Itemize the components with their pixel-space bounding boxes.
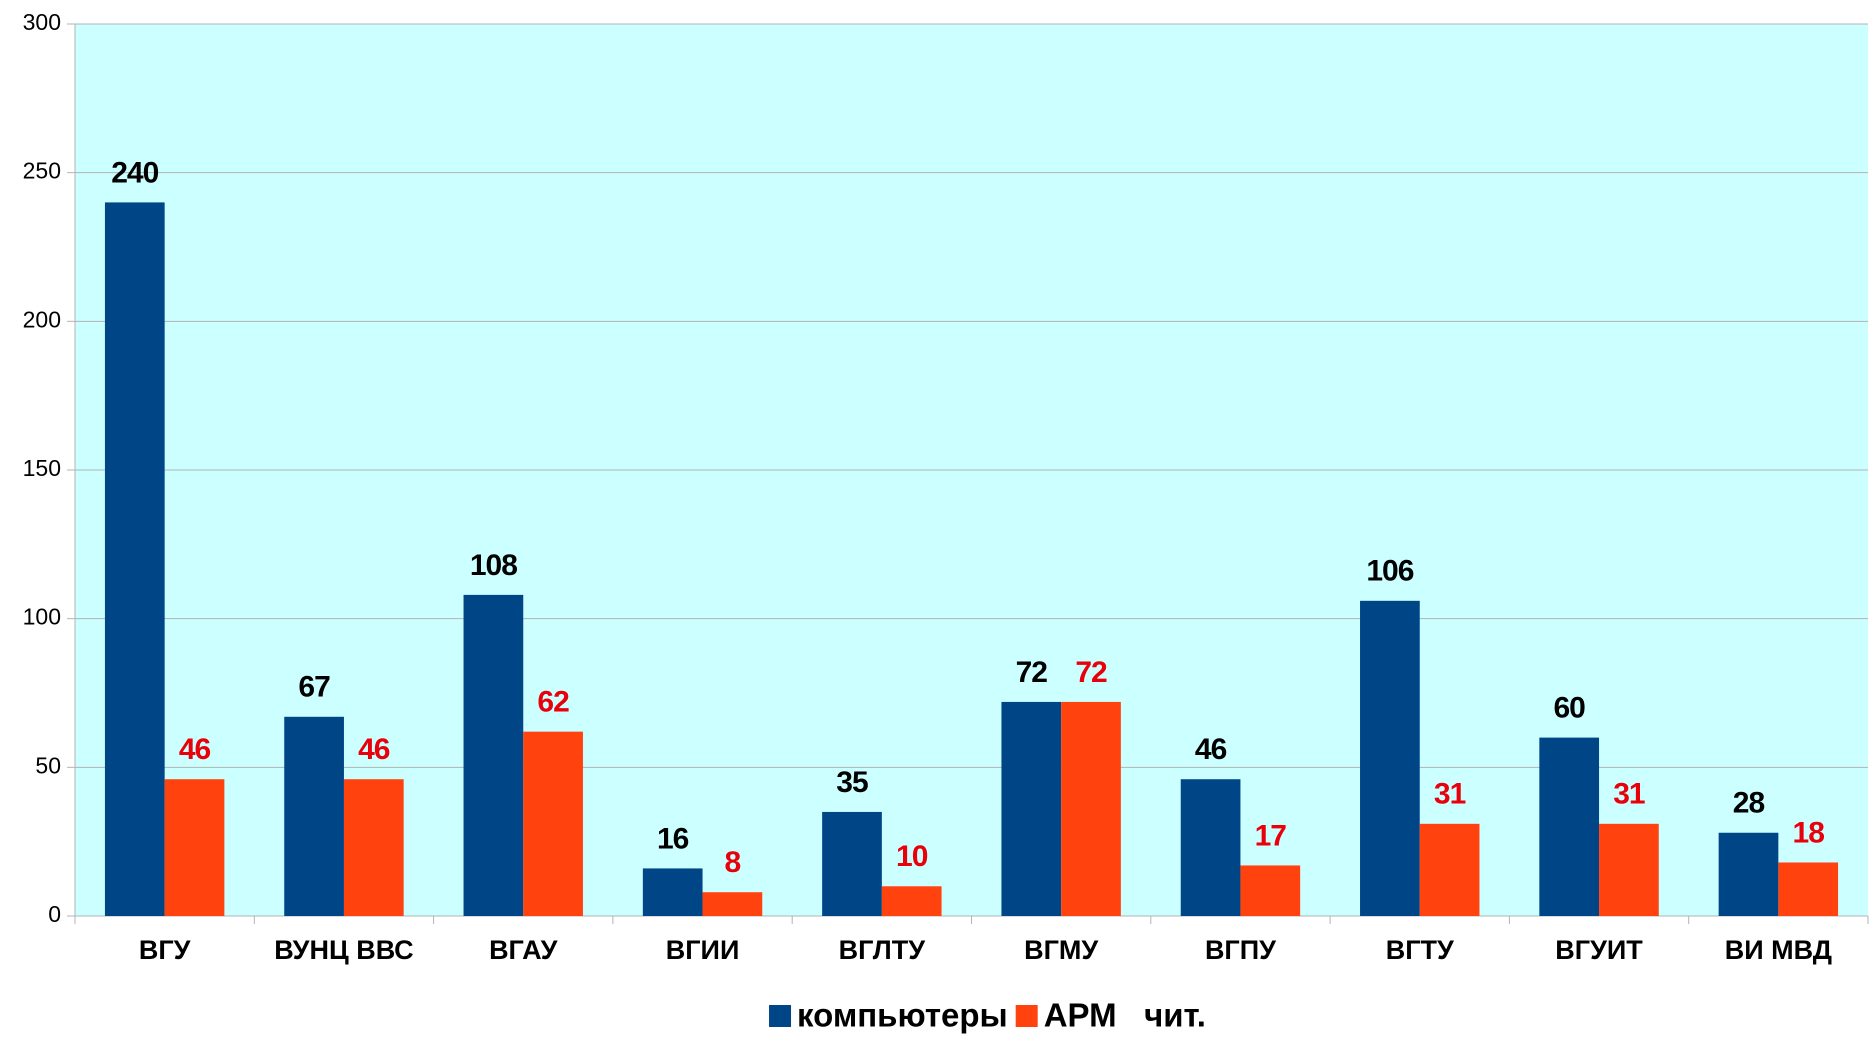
value-label: 8 [725, 846, 741, 879]
y-tick-label: 200 [23, 306, 61, 332]
x-tick-label: ВГЛТУ [839, 935, 927, 965]
value-label: 46 [358, 733, 390, 766]
value-label: 108 [470, 549, 517, 582]
value-label: 67 [298, 671, 330, 704]
value-label: 31 [1613, 778, 1645, 811]
y-tick-label: 300 [23, 9, 61, 35]
bar [1001, 701, 1062, 916]
legend-swatch [1015, 1005, 1038, 1027]
x-tick-label: ВГПУ [1205, 935, 1277, 965]
bar [1360, 600, 1420, 916]
value-label: 60 [1554, 692, 1586, 725]
value-label: 62 [537, 686, 569, 719]
x-tick-label: ВГМУ [1024, 935, 1099, 965]
bar [1539, 737, 1600, 916]
value-label: 72 [1075, 656, 1107, 689]
bar [1718, 832, 1779, 916]
legend-label: компьютеры [797, 997, 1008, 1034]
bar [104, 202, 165, 916]
bar [1240, 865, 1301, 916]
x-tick-label: ВГАУ [489, 935, 559, 965]
x-tick-label: ВГУ [139, 935, 192, 965]
legend-label: АРМ чит. [1044, 997, 1206, 1034]
value-label: 31 [1434, 778, 1466, 811]
y-tick-label: 0 [48, 901, 61, 927]
value-label: 10 [896, 840, 928, 873]
x-tick-label: ВУНЦ ВВС [274, 935, 413, 965]
value-label: 17 [1255, 819, 1287, 852]
bar [463, 594, 524, 916]
bar [1599, 823, 1659, 916]
x-tick-label: ВИ МВД [1725, 935, 1832, 965]
bar [1778, 862, 1839, 916]
bar [284, 716, 344, 916]
value-label: 46 [1195, 733, 1227, 766]
bar [702, 892, 763, 916]
value-label: 72 [1016, 656, 1048, 689]
bar [1061, 701, 1121, 916]
bar [881, 886, 942, 916]
legend-swatch [769, 1005, 792, 1027]
value-label: 18 [1793, 816, 1825, 849]
value-label: 46 [179, 733, 211, 766]
bar [343, 779, 404, 916]
bar [523, 731, 583, 916]
x-tick-label: ВГИИ [666, 935, 740, 965]
value-label: 240 [111, 156, 158, 189]
bar [1180, 779, 1241, 916]
bar [164, 779, 225, 916]
value-label: 35 [836, 766, 868, 799]
y-tick-label: 150 [23, 455, 61, 481]
bar [642, 868, 703, 916]
bar [1419, 823, 1480, 916]
value-label: 28 [1733, 787, 1765, 820]
value-label: 16 [657, 822, 689, 855]
y-tick-label: 50 [35, 752, 61, 778]
y-tick-label: 250 [23, 158, 61, 184]
value-label: 106 [1366, 555, 1413, 588]
x-tick-label: ВГТУ [1386, 935, 1455, 965]
x-tick-label: ВГУИТ [1555, 935, 1643, 965]
bar [822, 811, 882, 916]
y-tick-label: 100 [23, 604, 61, 630]
